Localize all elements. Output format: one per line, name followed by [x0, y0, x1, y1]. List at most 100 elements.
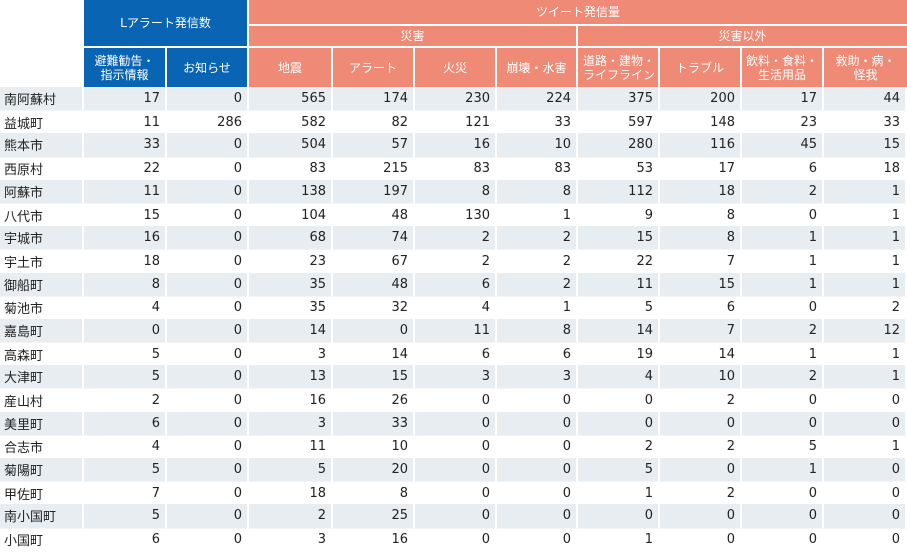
value-cell-rescue: 0	[824, 527, 907, 551]
value-cell-collapse: 0	[497, 388, 578, 412]
value-cell-collapse: 8	[497, 179, 578, 203]
value-cell-food: 1	[742, 226, 824, 250]
value-cell-alert: 14	[333, 342, 415, 366]
value-cell-alert: 26	[333, 388, 415, 412]
value-cell-fire: 4	[415, 295, 497, 319]
municipality-name-cell: 菊陽町	[0, 458, 84, 482]
value-cell-evac: 11	[84, 179, 167, 203]
value-cell-evac: 15	[84, 202, 167, 227]
column-header-alert: アラート	[333, 48, 415, 87]
value-cell-alert: 0	[333, 318, 415, 343]
column-header-rescue: 救助・病・ 怪我	[824, 48, 907, 87]
value-cell-food: 1	[742, 272, 824, 296]
table-row: 高森町 5 0 3 14 6 6 19 14 1 1	[0, 342, 907, 366]
value-cell-food: 0	[742, 504, 824, 528]
value-cell-trouble: 200	[660, 87, 742, 111]
municipality-name-cell: 熊本市	[0, 133, 84, 157]
value-cell-evac: 4	[84, 434, 167, 458]
value-cell-rescue: 18	[824, 156, 907, 180]
value-cell-trouble: 0	[660, 458, 742, 482]
value-cell-collapse: 0	[497, 458, 578, 482]
table-row: 菊池市 4 0 35 32 4 1 5 6 0 2	[0, 295, 907, 319]
value-cell-road: 2	[578, 434, 660, 458]
value-cell-fire: 2	[415, 226, 497, 250]
value-cell-notice: 0	[167, 388, 249, 412]
value-cell-food: 2	[742, 179, 824, 203]
value-cell-evac: 2	[84, 388, 167, 412]
disaster-group-header: 災害	[249, 26, 578, 48]
value-cell-road: 4	[578, 365, 660, 389]
value-cell-collapse: 2	[497, 226, 578, 250]
value-cell-road: 53	[578, 156, 660, 180]
value-cell-quake: 35	[249, 272, 333, 296]
value-cell-trouble: 116	[660, 133, 742, 157]
value-cell-collapse: 6	[497, 342, 578, 366]
value-cell-notice: 0	[167, 156, 249, 180]
value-cell-road: 19	[578, 342, 660, 366]
value-cell-quake: 23	[249, 249, 333, 273]
value-cell-quake: 504	[249, 133, 333, 157]
table-row: 宇城市 16 0 68 74 2 2 15 8 1 1	[0, 226, 907, 250]
value-cell-alert: 48	[333, 202, 415, 227]
value-cell-road: 112	[578, 179, 660, 203]
value-cell-collapse: 2	[497, 272, 578, 296]
value-cell-food: 23	[742, 110, 824, 134]
value-cell-quake: 2	[249, 504, 333, 528]
value-cell-notice: 0	[167, 272, 249, 296]
value-cell-rescue: 1	[824, 226, 907, 250]
value-cell-evac: 5	[84, 365, 167, 389]
value-cell-collapse: 83	[497, 156, 578, 180]
column-header-road: 道路・建物・ ライフライン	[578, 48, 660, 87]
value-cell-rescue: 1	[824, 272, 907, 296]
value-cell-quake: 104	[249, 202, 333, 227]
value-cell-collapse: 10	[497, 133, 578, 157]
value-cell-trouble: 14	[660, 342, 742, 366]
value-cell-food: 0	[742, 481, 824, 505]
value-cell-quake: 68	[249, 226, 333, 250]
municipality-name-cell: 甲佐町	[0, 481, 84, 505]
value-cell-collapse: 0	[497, 481, 578, 505]
value-cell-evac: 0	[84, 318, 167, 343]
value-cell-trouble: 18	[660, 179, 742, 203]
value-cell-rescue: 1	[824, 342, 907, 366]
value-cell-notice: 0	[167, 295, 249, 319]
value-cell-fire: 0	[415, 458, 497, 482]
value-cell-evac: 6	[84, 527, 167, 551]
table-row: 大津町 5 0 13 15 3 3 4 10 2 1	[0, 365, 907, 389]
value-cell-alert: 57	[333, 133, 415, 157]
value-cell-notice: 286	[167, 110, 249, 134]
value-cell-food: 1	[742, 458, 824, 482]
value-cell-road: 0	[578, 504, 660, 528]
value-cell-food: 17	[742, 87, 824, 111]
value-cell-quake: 138	[249, 179, 333, 203]
value-cell-alert: 20	[333, 458, 415, 482]
value-cell-fire: 11	[415, 318, 497, 343]
value-cell-quake: 18	[249, 481, 333, 505]
table-body: 南阿蘇村 17 0 565 174 230 224 375 200 17 44 益城町 11 286 582…	[0, 87, 907, 551]
value-cell-quake: 13	[249, 365, 333, 389]
value-cell-fire: 121	[415, 110, 497, 134]
table-row: 益城町 11 286 582 82 121 33 597 148 23 33	[0, 110, 907, 134]
column-header-trouble: トラブル	[660, 48, 742, 87]
value-cell-notice: 0	[167, 249, 249, 273]
value-cell-alert: 32	[333, 295, 415, 319]
value-cell-fire: 6	[415, 342, 497, 366]
municipality-name-cell: 美里町	[0, 411, 84, 435]
value-cell-fire: 3	[415, 365, 497, 389]
municipality-name-cell: 合志市	[0, 434, 84, 458]
value-cell-alert: 16	[333, 527, 415, 551]
value-cell-evac: 5	[84, 342, 167, 366]
value-cell-trouble: 0	[660, 504, 742, 528]
value-cell-evac: 33	[84, 133, 167, 157]
value-cell-collapse: 2	[497, 249, 578, 273]
value-cell-road: 1	[578, 481, 660, 505]
value-cell-road: 14	[578, 318, 660, 343]
value-cell-notice: 0	[167, 202, 249, 227]
value-cell-notice: 0	[167, 87, 249, 111]
value-cell-notice: 0	[167, 318, 249, 343]
value-cell-rescue: 0	[824, 481, 907, 505]
municipality-name-cell: 宇土市	[0, 249, 84, 273]
value-cell-road: 9	[578, 202, 660, 227]
value-cell-evac: 11	[84, 110, 167, 134]
